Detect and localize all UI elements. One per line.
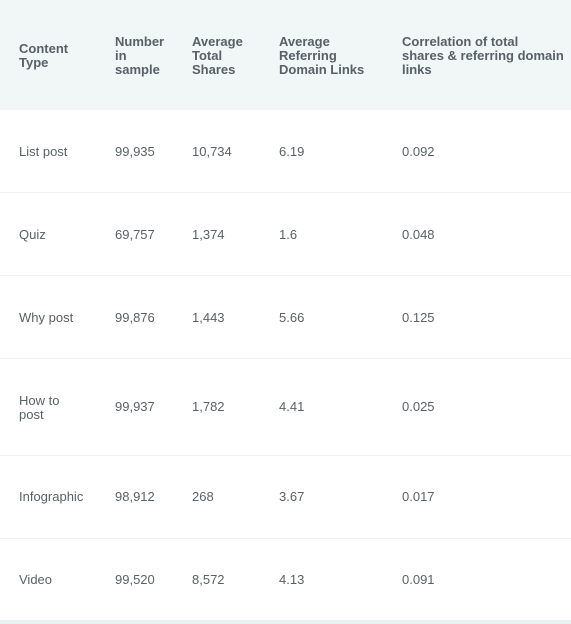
cell-number-in-sample: 69,757 — [115, 227, 155, 242]
cell-average-referring-domain-links: 4.13 — [279, 572, 305, 587]
cell-average-referring-domain-links: 6.19 — [279, 144, 305, 159]
table-header: Content Type Number in sample Average To… — [0, 0, 571, 110]
cell-average-referring-domain-links: 4.41 — [279, 399, 305, 414]
cell-correlation: 0.017 — [402, 489, 435, 504]
cell-correlation: 0.091 — [402, 572, 435, 587]
cell-average-total-shares: 1,374 — [192, 227, 225, 242]
table-row: Infographic 98,912 268 3.67 0.017 — [0, 456, 571, 539]
cell-number-in-sample: 99,937 — [115, 399, 155, 414]
table-row: Why post 99,876 1,443 5.66 0.125 — [0, 276, 571, 359]
cell-number-in-sample: 99,935 — [115, 144, 155, 159]
header-number-in-sample: Number in sample — [115, 34, 165, 77]
table-bottom-border — [0, 620, 571, 624]
table-row: List post 99,935 10,734 6.19 0.092 — [0, 110, 571, 193]
cell-average-total-shares: 268 — [192, 489, 214, 504]
cell-content-type: Video — [19, 572, 53, 587]
cell-average-referring-domain-links: 3.67 — [279, 489, 305, 504]
header-average-total-shares: Average Total Shares — [192, 34, 243, 77]
cell-content-type: How to post — [19, 393, 60, 422]
cell-correlation: 0.125 — [402, 310, 435, 325]
cell-content-type: Infographic — [19, 489, 84, 504]
cell-number-in-sample: 99,876 — [115, 310, 155, 325]
header-correlation: Correlation of total shares & referring … — [402, 34, 564, 77]
cell-correlation: 0.092 — [402, 144, 435, 159]
cell-average-total-shares: 10,734 — [192, 144, 232, 159]
cell-number-in-sample: 98,912 — [115, 489, 155, 504]
cell-content-type: Quiz — [19, 227, 46, 242]
table-row: Video 99,520 8,572 4.13 0.091 — [0, 539, 571, 620]
cell-number-in-sample: 99,520 — [115, 572, 155, 587]
cell-average-referring-domain-links: 1.6 — [279, 227, 298, 242]
cell-average-total-shares: 8,572 — [192, 572, 225, 587]
table-row: Quiz 69,757 1,374 1.6 0.048 — [0, 193, 571, 276]
cell-average-referring-domain-links: 5.66 — [279, 310, 305, 325]
table-row: How to post 99,937 1,782 4.41 0.025 — [0, 359, 571, 456]
cell-average-total-shares: 1,782 — [192, 399, 225, 414]
cell-correlation: 0.025 — [402, 399, 435, 414]
header-content-type: Content Type — [19, 41, 69, 70]
cell-average-total-shares: 1,443 — [192, 310, 225, 325]
cell-correlation: 0.048 — [402, 227, 435, 242]
header-average-referring-domain-links: Average Referring Domain Links — [279, 34, 365, 77]
cell-content-type: Why post — [19, 310, 74, 325]
cell-content-type: List post — [19, 144, 68, 159]
